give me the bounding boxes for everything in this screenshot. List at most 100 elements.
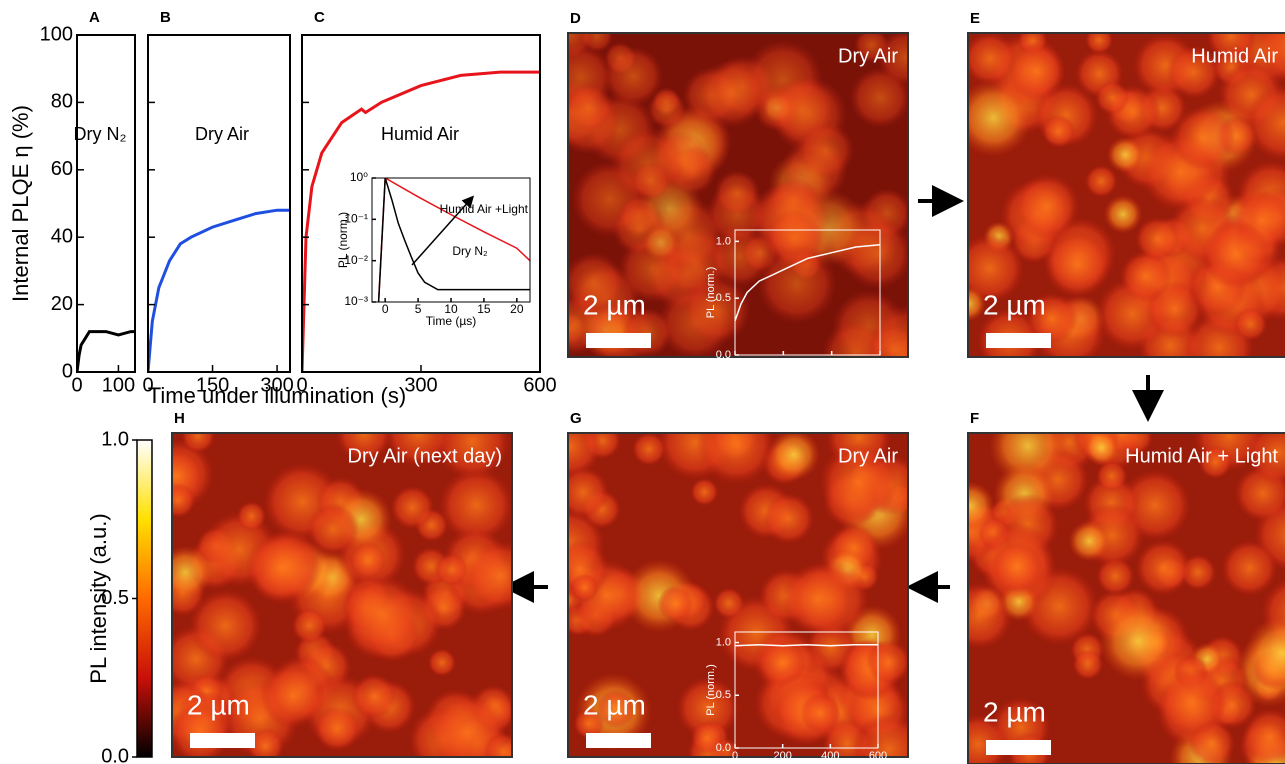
scale-bar <box>986 740 1051 755</box>
x-tick-label: 600 <box>523 374 556 396</box>
x-tick-label: 0 <box>142 374 153 396</box>
x-tick-label: 300 <box>404 374 437 396</box>
figure: D Dry Air 2 µm E Humid Air 2 µm F Humid Air + L… <box>0 0 1285 764</box>
grain <box>349 541 387 579</box>
panel-label: C <box>314 9 325 26</box>
grain <box>237 501 267 531</box>
map-title: Dry Air (next day) <box>348 445 502 467</box>
map-title: Dry Air <box>838 45 898 67</box>
grain <box>1095 81 1129 115</box>
scale-bar-label: 2 µm <box>983 289 1046 320</box>
x-tick-label: 0 <box>296 374 307 396</box>
x-tick-label: 15 <box>477 302 491 316</box>
x-tick-label: 100 <box>102 374 135 396</box>
grain <box>698 60 766 128</box>
x-tick-label: 400 <box>822 357 840 369</box>
panel-label: D <box>570 10 581 27</box>
y-tick-label: 100 <box>40 23 73 45</box>
scale-bar-label: 2 µm <box>187 689 250 720</box>
y-tick-label: 0.5 <box>716 689 731 701</box>
panel-label: B <box>160 9 171 26</box>
grain <box>435 553 468 586</box>
grain <box>1014 173 1080 239</box>
panel-label: A <box>89 9 100 26</box>
x-tick-label: 0 <box>732 750 738 762</box>
scale-bar <box>986 333 1051 348</box>
grain <box>1157 668 1226 737</box>
y-tick-label: 1.0 <box>101 428 129 450</box>
grain <box>632 432 666 466</box>
scale-bar <box>190 733 255 748</box>
grain <box>571 574 599 602</box>
y-tick-label: 0.0 <box>101 745 129 764</box>
grain <box>1104 195 1142 233</box>
grain <box>343 575 422 654</box>
scale-bar-label: 2 µm <box>583 289 646 320</box>
grain <box>642 224 679 261</box>
plot-frame <box>77 35 135 372</box>
x-tick-label: 5 <box>415 302 422 316</box>
colorbar-body <box>137 440 152 757</box>
grain <box>161 483 196 518</box>
y-tick-label: 0.5 <box>716 292 731 304</box>
annotation: Humid Air <box>381 124 459 144</box>
y-axis-label: PL intensity (a.u.) <box>86 513 111 683</box>
grain <box>245 530 319 604</box>
grain <box>1084 430 1119 465</box>
grain <box>657 586 693 622</box>
annotation: Dry Air <box>195 124 249 144</box>
grain <box>763 493 814 544</box>
grain <box>1008 42 1066 100</box>
y-axis-label: Internal PLQE η (%) <box>8 105 33 302</box>
panel-label: E <box>970 10 980 27</box>
line-chart: 0100020406080100ADry N₂Time under illumi… <box>8 9 406 408</box>
colorbar: 0.00.51.0PL intensity (a.u.) <box>86 428 152 764</box>
grain <box>1107 137 1143 173</box>
grain <box>391 486 435 530</box>
x-tick-label: 200 <box>774 357 792 369</box>
scale-bar-label: 2 µm <box>583 689 646 720</box>
grain <box>1099 602 1177 680</box>
grain <box>1221 540 1278 597</box>
grain <box>181 419 215 453</box>
panel-label: F <box>970 410 979 427</box>
data-line <box>148 210 290 372</box>
grain <box>800 693 840 733</box>
grain <box>1135 217 1179 261</box>
data-line <box>77 332 135 372</box>
y-tick-label: 60 <box>51 158 73 180</box>
grain <box>1072 649 1103 680</box>
x-tick-label: 0 <box>71 374 82 396</box>
series-label: Dry N₂ <box>452 244 488 258</box>
y-axis-label: PL (norm.) <box>705 267 717 319</box>
map-title: Humid Air <box>1191 45 1278 67</box>
y-tick-label: 20 <box>51 293 73 315</box>
grain <box>564 83 613 132</box>
grain <box>604 47 663 106</box>
grain <box>992 542 1043 593</box>
grain <box>1085 165 1118 198</box>
grain <box>260 663 325 728</box>
x-tick-label: 600 <box>871 357 889 369</box>
grain <box>713 588 744 619</box>
grain <box>465 541 535 611</box>
x-tick-label: 0 <box>382 302 389 316</box>
grain <box>351 674 396 719</box>
y-tick-label: 40 <box>51 225 73 247</box>
scale-bar-label: 2 µm <box>983 696 1046 727</box>
grain <box>292 608 328 644</box>
x-axis-label: Time (µs) <box>426 314 476 328</box>
scale-bar <box>586 733 651 748</box>
grain <box>697 406 776 485</box>
grain <box>1069 521 1110 562</box>
x-axis-label: Time (s) <box>788 369 828 381</box>
grain <box>314 706 360 752</box>
y-tick-label: 0.0 <box>716 349 731 361</box>
plot-background <box>372 178 530 302</box>
map-title: Humid Air + Light <box>1125 445 1278 467</box>
grain <box>1202 220 1270 288</box>
x-tick-label: 400 <box>821 750 839 762</box>
grain <box>797 122 854 179</box>
y-axis-label: PL (norm.) <box>336 212 350 268</box>
